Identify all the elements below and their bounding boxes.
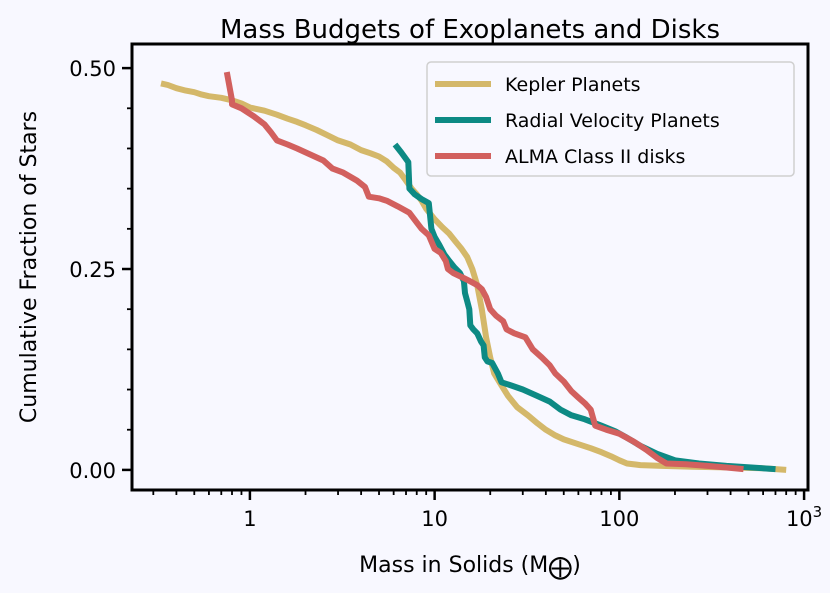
x-axis-title-text: Mass in Solids (M	[359, 553, 548, 578]
y-tick-label: 0.50	[69, 57, 116, 81]
x-tick-label: 103	[786, 503, 822, 531]
legend-label: Kepler Planets	[505, 74, 641, 96]
series-group	[160, 71, 787, 473]
series-line	[160, 80, 787, 473]
x-axis-title-close: )	[572, 553, 581, 578]
legend-box	[426, 61, 795, 177]
legend: Kepler Planets Radial Velocity Planets ALM…	[426, 61, 795, 177]
y-tick-label: 0.00	[69, 459, 116, 483]
series-alma-class-ii-disks	[223, 71, 744, 473]
tick-labels: 1 10 100 103 0.00 0.25 0.50	[69, 57, 822, 531]
legend-label: Radial Velocity Planets	[505, 110, 720, 132]
series-kepler-planets	[160, 80, 787, 473]
y-tick-label: 0.25	[69, 258, 116, 282]
x-tick-label: 100	[599, 507, 639, 531]
x-axis-title-symbol: ⨁	[548, 553, 572, 581]
plot-frame	[130, 42, 810, 492]
x-axis-title: Mass in Solids (M⨁)	[359, 553, 581, 581]
legend-label: ALMA Class II disks	[505, 146, 685, 168]
x-tick-label: 1	[243, 507, 256, 531]
x-tick-label: 10	[421, 507, 448, 531]
series-line	[223, 71, 744, 473]
y-axis-title: Cumulative Fraction of Stars	[17, 111, 42, 423]
chart-title: Mass Budgets of Exoplanets and Disks	[220, 15, 720, 45]
